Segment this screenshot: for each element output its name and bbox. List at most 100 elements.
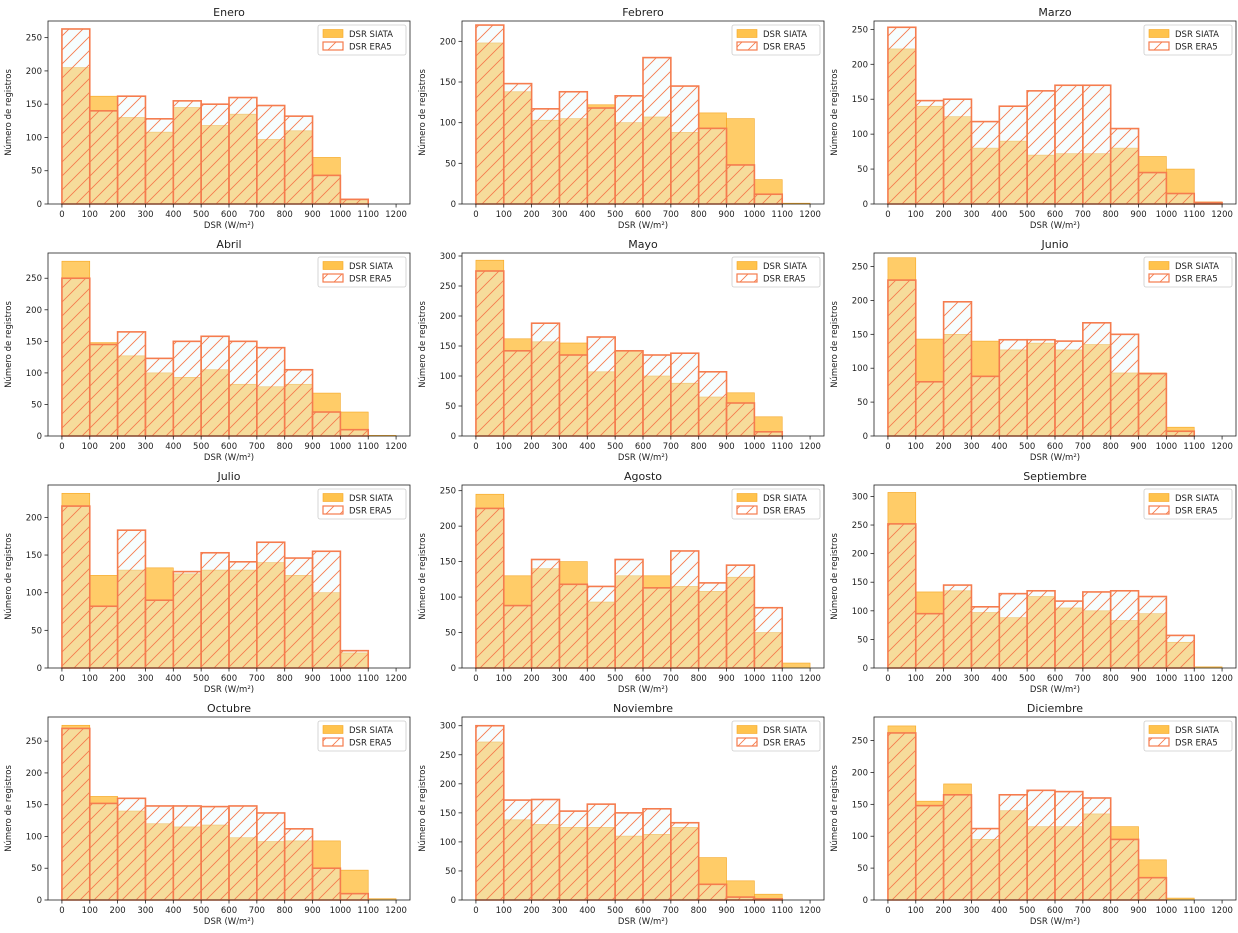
bar-era5 bbox=[311, 867, 342, 901]
x-tick-label: 900 bbox=[1130, 674, 1146, 684]
x-tick-label: 1200 bbox=[385, 442, 407, 452]
bar-era5 bbox=[1109, 589, 1140, 669]
bar-era5 bbox=[942, 300, 973, 437]
y-tick-label: 100 bbox=[440, 119, 456, 129]
y-tick-label: 250 bbox=[440, 751, 456, 761]
x-tick-label: 100 bbox=[908, 906, 924, 916]
y-tick-label: 300 bbox=[440, 722, 456, 732]
bar-era5 bbox=[1054, 84, 1084, 205]
bar-era5 bbox=[558, 354, 589, 437]
x-tick-label: 1100 bbox=[357, 442, 379, 452]
bar-era5 bbox=[1082, 84, 1112, 205]
y-tick-label: 250 bbox=[852, 25, 868, 35]
bar-era5 bbox=[614, 558, 644, 669]
y-axis-label: Número de registros bbox=[418, 533, 428, 620]
y-tick-label: 0 bbox=[451, 200, 456, 210]
y-tick-label: 150 bbox=[26, 337, 42, 347]
legend-swatch-era5 bbox=[736, 273, 758, 283]
y-tick-label: 100 bbox=[26, 832, 42, 842]
x-tick-label: 600 bbox=[221, 210, 237, 220]
x-tick-label: 200 bbox=[109, 442, 125, 452]
x-tick-label: 700 bbox=[249, 210, 265, 220]
bar-era5 bbox=[1165, 430, 1196, 437]
bar-era5 bbox=[172, 100, 202, 205]
x-tick-label: 300 bbox=[551, 442, 567, 452]
x-tick-label: 1100 bbox=[771, 674, 793, 684]
bar-era5 bbox=[998, 105, 1028, 205]
y-axis-label: Número de registros bbox=[830, 765, 840, 852]
y-tick-label: 50 bbox=[445, 629, 456, 639]
y-tick-label: 0 bbox=[863, 664, 868, 674]
y-tick-label: 50 bbox=[445, 867, 456, 877]
bar-era5 bbox=[942, 584, 973, 669]
x-tick-label: 600 bbox=[221, 906, 237, 916]
bar-era5 bbox=[172, 570, 202, 669]
y-tick-label: 200 bbox=[26, 306, 42, 316]
x-tick-label: 100 bbox=[496, 442, 512, 452]
bar-era5 bbox=[200, 103, 230, 205]
x-tick-label: 1200 bbox=[799, 210, 821, 220]
legend-label-siata: DSR SIATA bbox=[763, 494, 807, 504]
legend-label-era5: DSR ERA5 bbox=[349, 43, 392, 53]
y-tick-label: 150 bbox=[26, 100, 42, 110]
y-tick-label: 250 bbox=[440, 282, 456, 292]
x-tick-label: 200 bbox=[935, 906, 951, 916]
bar-era5 bbox=[614, 95, 644, 205]
x-tick-label: 100 bbox=[908, 674, 924, 684]
legend-label-era5: DSR ERA5 bbox=[349, 507, 392, 517]
y-tick-label: 300 bbox=[440, 252, 456, 262]
bar-era5 bbox=[1109, 838, 1140, 901]
y-tick-label: 200 bbox=[26, 67, 42, 77]
y-tick-label: 0 bbox=[37, 896, 42, 906]
y-tick-label: 200 bbox=[440, 522, 456, 532]
legend-label-siata: DSR SIATA bbox=[763, 262, 807, 272]
x-tick-label: 0 bbox=[473, 442, 478, 452]
y-tick-label: 50 bbox=[31, 167, 42, 177]
x-tick-label: 800 bbox=[1103, 906, 1119, 916]
legend-swatch-siata bbox=[1148, 725, 1170, 734]
bar-era5 bbox=[311, 550, 342, 669]
bar-era5 bbox=[283, 557, 314, 669]
legend-swatch-siata bbox=[1148, 493, 1170, 502]
x-tick-label: 100 bbox=[908, 210, 924, 220]
y-tick-label: 50 bbox=[857, 635, 868, 645]
legend-swatch-era5 bbox=[736, 41, 758, 51]
x-tick-label: 200 bbox=[935, 674, 951, 684]
y-tick-label: 150 bbox=[26, 801, 42, 811]
legend-label-siata: DSR SIATA bbox=[349, 726, 393, 736]
x-tick-label: 400 bbox=[991, 210, 1007, 220]
legend-swatch-era5 bbox=[736, 737, 758, 747]
bar-era5 bbox=[256, 346, 286, 437]
bar-era5 bbox=[970, 606, 1001, 669]
x-tick-label: 600 bbox=[1047, 442, 1063, 452]
legend: DSR SIATA DSR ERA5 bbox=[317, 488, 407, 520]
x-tick-label: 900 bbox=[718, 210, 734, 220]
legend: DSR SIATA DSR ERA5 bbox=[1143, 256, 1233, 288]
x-tick-label: 800 bbox=[277, 674, 293, 684]
bar-era5 bbox=[1026, 90, 1056, 205]
bar-era5 bbox=[502, 604, 533, 669]
bar-era5 bbox=[558, 810, 589, 901]
chart-title: Julio bbox=[216, 470, 240, 483]
legend-label-era5: DSR ERA5 bbox=[349, 275, 392, 285]
x-tick-label: 700 bbox=[663, 906, 679, 916]
bar-era5 bbox=[887, 732, 917, 901]
legend-label-siata: DSR SIATA bbox=[763, 30, 807, 40]
bar-era5 bbox=[1137, 595, 1168, 669]
x-tick-label: 1000 bbox=[744, 906, 766, 916]
x-tick-label: 100 bbox=[82, 674, 98, 684]
x-tick-label: 600 bbox=[635, 442, 651, 452]
x-tick-label: 500 bbox=[1019, 442, 1035, 452]
bar-era5 bbox=[228, 805, 258, 901]
bar-era5 bbox=[753, 606, 784, 669]
y-tick-label: 200 bbox=[440, 37, 456, 47]
x-axis-label: DSR (W/m²) bbox=[618, 917, 668, 927]
bar-era5 bbox=[1054, 340, 1084, 437]
bar-era5 bbox=[914, 380, 945, 437]
bar-era5 bbox=[1137, 372, 1168, 437]
y-axis-label: Número de registros bbox=[4, 301, 14, 388]
bar-era5 bbox=[61, 277, 91, 437]
